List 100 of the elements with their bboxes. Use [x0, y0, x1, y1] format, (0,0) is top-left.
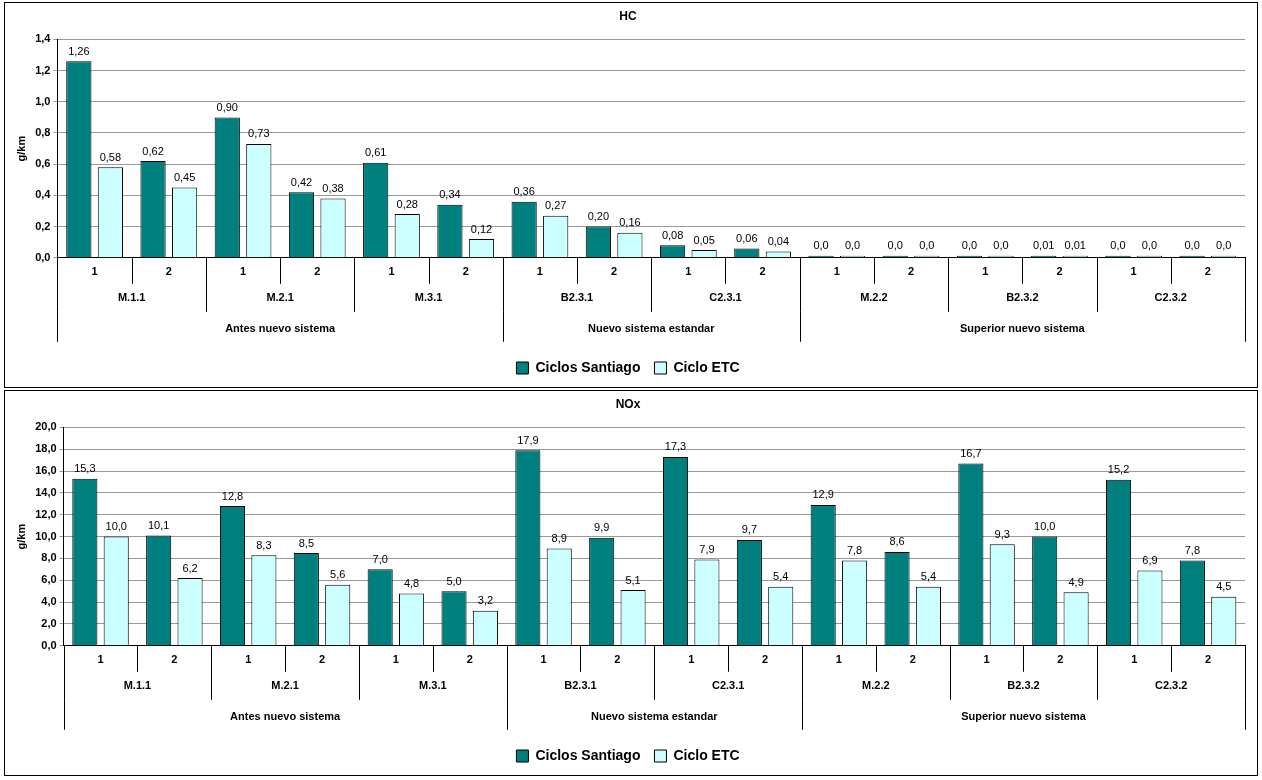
text: M.1.1	[123, 678, 152, 691]
data-label: 0,58	[99, 150, 122, 163]
x-tick-label: 1	[983, 653, 990, 666]
text: C2.3.1	[711, 678, 745, 691]
data-label: 3,2	[477, 594, 494, 607]
x-tick-label: 1	[392, 653, 399, 666]
x-tick-label: 2	[762, 653, 769, 666]
y-tick-label: 4,0	[41, 595, 57, 608]
y-tick-label: 0,6	[35, 157, 51, 170]
data-label: 0,12	[470, 222, 493, 235]
data-label: 0,0	[844, 239, 861, 252]
data-label: 0,01	[1064, 239, 1086, 252]
data-label: 0,28	[396, 197, 418, 210]
y-tick-label: 0,0	[41, 638, 57, 651]
y-tick-label: 6,0	[41, 573, 57, 586]
data-label: 0,61	[365, 146, 387, 159]
x-tick-label: 1	[536, 265, 543, 278]
x-tick-label: 1	[685, 265, 692, 278]
text: M.2.2	[860, 290, 888, 303]
x-tick-label: 2	[171, 653, 178, 666]
data-label: 5,6	[330, 568, 346, 581]
x-tick-label: 2	[165, 265, 172, 278]
data-label: 8,6	[889, 535, 905, 548]
data-label: 17,3	[664, 440, 687, 453]
data-label: 0,38	[322, 182, 344, 195]
y-tick-label: 0,8	[35, 126, 51, 139]
text: C2.3.2	[1154, 290, 1187, 303]
text: M.1.1	[117, 290, 146, 303]
x-tick-label: 2	[907, 265, 915, 278]
data-label: 0,04	[767, 235, 790, 248]
y-axis-title: g/km	[14, 135, 27, 162]
y-tick-label: 2,0	[41, 616, 57, 629]
x-tick-label: 2	[1057, 653, 1064, 666]
data-label: 7,8	[846, 544, 863, 557]
text: Antes nuevo sistema	[225, 321, 337, 334]
data-label: 16,7	[960, 446, 982, 459]
text: C2.3.2	[1154, 678, 1188, 691]
text: Antes nuevo sistema	[230, 709, 342, 722]
data-label: 8,3	[256, 538, 272, 551]
data-label: 0,0	[887, 239, 903, 252]
x-tick-label: 1	[1131, 653, 1138, 666]
legend-label: Ciclos Santiago	[535, 746, 641, 763]
data-label: 0,0	[919, 239, 935, 252]
data-label: 0,0	[813, 239, 829, 252]
data-label: 12,9	[812, 488, 834, 501]
data-label: 0,0	[1141, 239, 1158, 252]
data-label: 7,9	[699, 543, 715, 556]
data-label: 10,1	[147, 519, 170, 532]
text: M.3.1	[414, 290, 443, 303]
data-label: 8,9	[551, 532, 567, 545]
text: Superior nuevo sistema	[961, 709, 1087, 722]
x-tick-label: 2	[759, 265, 766, 278]
data-label: 15,2	[1107, 463, 1130, 476]
data-label: 0,36	[513, 185, 535, 198]
data-label: 0,06	[736, 231, 758, 244]
text: B2.3.1	[564, 678, 597, 691]
x-tick-label: 1	[688, 653, 695, 666]
text: C2.3.1	[709, 290, 742, 303]
data-label: 0,0	[961, 239, 978, 252]
text: M.2.1	[271, 678, 299, 691]
data-label: 4,5	[1216, 580, 1232, 593]
data-label: 5,0	[446, 574, 462, 587]
x-tick-label: 2	[611, 265, 618, 278]
data-label: 5,4	[773, 570, 789, 583]
data-label: 0,16	[619, 216, 641, 229]
x-tick-label: 2	[314, 265, 321, 278]
data-label: 0,20	[587, 210, 610, 223]
text: B2.3.2	[1007, 678, 1040, 691]
data-label: 0,73	[248, 127, 270, 140]
data-label: 1,26	[68, 44, 90, 57]
chart-title: NOx	[615, 396, 641, 411]
data-label: 0,05	[693, 233, 715, 246]
data-label: 15,3	[74, 462, 96, 475]
text: M.2.1	[266, 290, 294, 303]
text: B2.3.1	[560, 290, 594, 303]
x-tick-label: 1	[388, 265, 395, 278]
data-label: 7,0	[372, 552, 388, 565]
y-tick-label: 20,0	[35, 420, 57, 433]
y-tick-label: 1,0	[35, 94, 51, 107]
text: M.2.2	[862, 678, 890, 691]
y-tick-label: 0,0	[35, 250, 51, 263]
text: B2.3.2	[1006, 290, 1039, 303]
data-label: 8,5	[298, 536, 314, 549]
data-label: 0,0	[1216, 239, 1232, 252]
text: Nuevo sistema estandar	[591, 709, 719, 722]
data-label: 0,0	[1110, 239, 1126, 252]
data-label: 0,27	[544, 199, 567, 212]
y-axis-title: g/km	[14, 523, 27, 550]
legend-label: Ciclos Santiago	[535, 358, 641, 375]
data-label: 0,0	[993, 239, 1009, 252]
x-tick-label: 2	[318, 653, 326, 666]
data-label: 0,45	[173, 171, 196, 184]
data-label: 0,34	[439, 188, 461, 201]
data-label: 0,08	[661, 228, 684, 241]
data-label: 12,8	[221, 489, 244, 502]
y-tick-label: 1,2	[35, 63, 51, 76]
y-tick-label: 16,0	[35, 464, 57, 477]
x-tick-label: 2	[1205, 653, 1212, 666]
y-tick-label: 8,0	[41, 551, 57, 564]
x-tick-label: 2	[462, 265, 469, 278]
